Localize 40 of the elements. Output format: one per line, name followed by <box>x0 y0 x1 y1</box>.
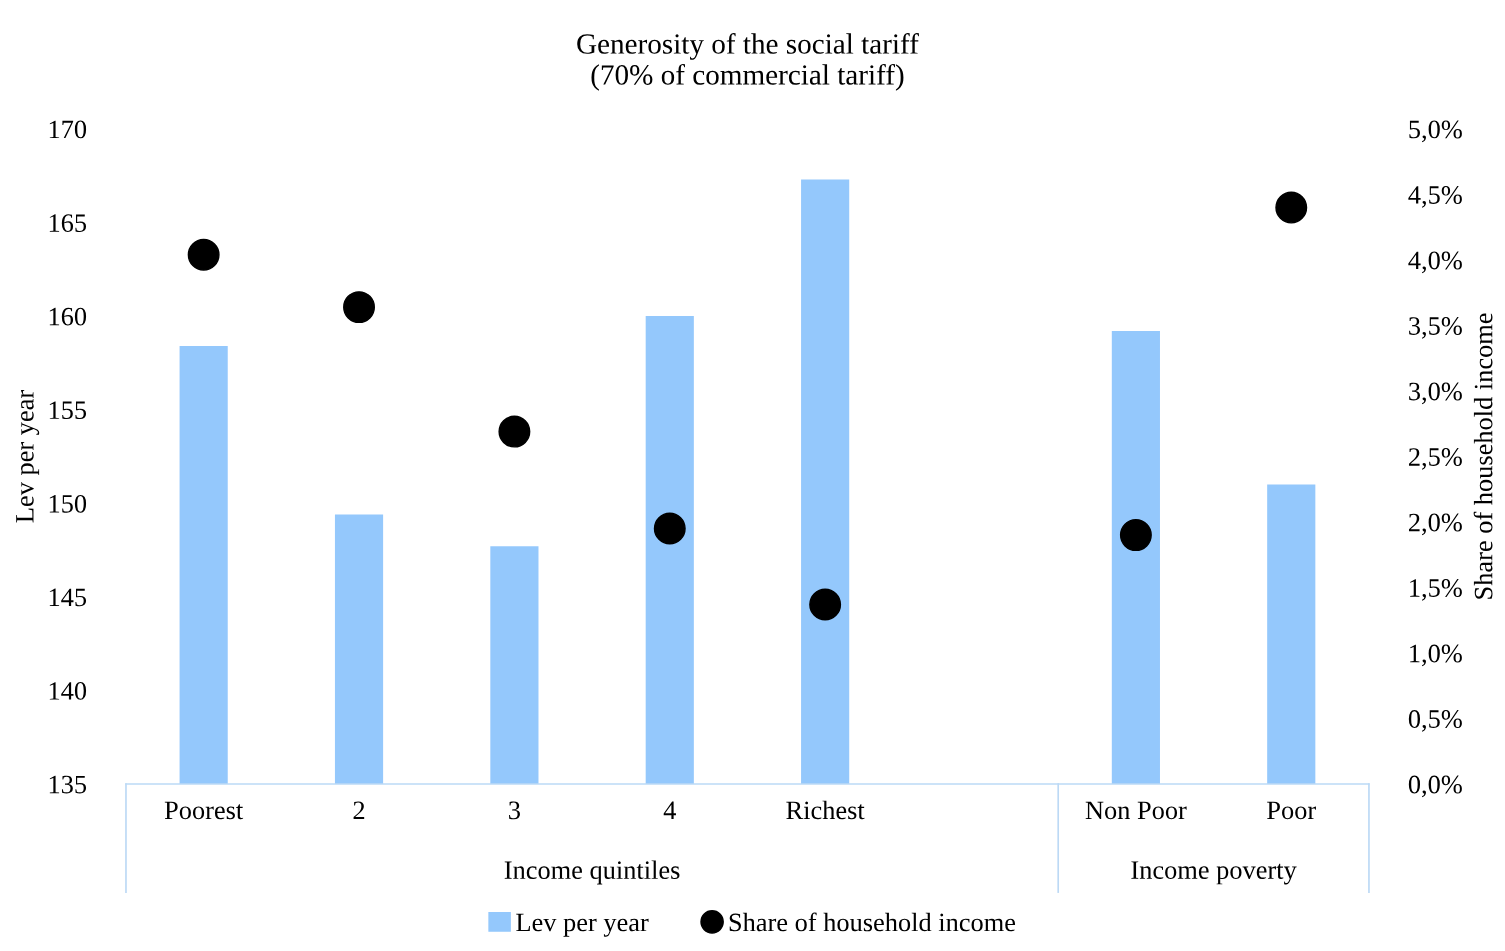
point <box>498 415 531 448</box>
y2-tick-label: 2,5% <box>1409 448 1462 470</box>
point <box>809 588 842 621</box>
point <box>1275 191 1308 224</box>
y2-tick-label: 0,0% <box>1408 775 1462 798</box>
point <box>653 512 686 545</box>
y-tick-label: 165 <box>49 214 87 232</box>
x-tick-label: Richest <box>786 800 865 820</box>
text: Income quintiles <box>504 860 680 885</box>
y-tick-label: 145 <box>49 588 87 607</box>
x-tick-label: Poor <box>1267 801 1316 820</box>
y2-tick-label: 5,0% <box>1409 120 1462 143</box>
y2-tick-label: 4,5% <box>1408 186 1462 208</box>
x-tick-label: 3 <box>509 801 520 820</box>
y2-tick-label: 0,5% <box>1408 710 1462 732</box>
point <box>187 238 220 271</box>
y-tick-label: 155 <box>49 401 87 420</box>
legend-label: Lev per year <box>516 913 649 937</box>
y-tick-label: 135 <box>49 775 87 794</box>
x-tick-label: Poorest <box>164 801 244 820</box>
y-tick-label: 150 <box>49 494 87 513</box>
y2-tick-label: 3,0% <box>1409 382 1462 405</box>
x-tick-label: 4 <box>663 801 676 819</box>
y2-tick-label: 1,5% <box>1410 579 1462 601</box>
y2-tick-label: 2,0% <box>1409 513 1462 536</box>
point <box>1119 519 1152 552</box>
chart-title: Generosity of the social tariff (70% of commercial tariff) <box>577 33 919 91</box>
y-tick-label: 140 <box>49 682 87 700</box>
y2-tick-label: 4,0% <box>1408 251 1462 274</box>
y-tick-label: 160 <box>49 307 87 326</box>
x-tick-label: 2 <box>353 801 365 819</box>
y2-axis-title: Share of household income <box>1473 313 1493 599</box>
y2-tick-label: 3,5% <box>1409 317 1462 339</box>
legend-label: Share of household income <box>729 912 1016 932</box>
point <box>343 291 376 324</box>
text: Income poverty <box>1131 861 1297 885</box>
y-tick-label: 170 <box>49 120 87 139</box>
y2-tick-label: 1,0% <box>1410 644 1462 667</box>
x-tick-label: Non Poor <box>1085 801 1187 820</box>
y-axis-title: Lev per year <box>16 390 40 523</box>
